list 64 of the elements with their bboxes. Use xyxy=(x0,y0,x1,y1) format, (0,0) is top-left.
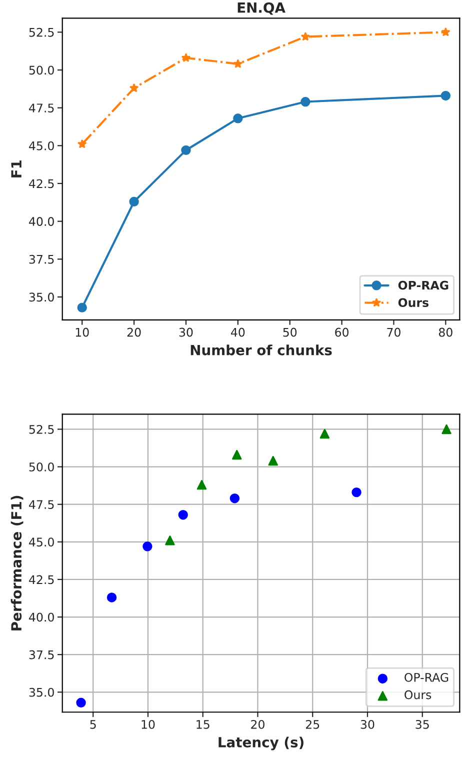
x-axis-title: Number of chunks xyxy=(190,344,332,356)
point xyxy=(142,542,152,552)
y-tick-label: 40.0 xyxy=(29,217,54,226)
point xyxy=(232,450,242,460)
y-tick-label: 47.5 xyxy=(29,104,54,112)
point xyxy=(181,145,191,156)
point xyxy=(441,27,450,36)
x-tick-label: 40 xyxy=(230,328,245,337)
x-tick-label: 80 xyxy=(438,328,452,337)
x-tick-label: 35 xyxy=(416,720,429,729)
point xyxy=(129,196,139,206)
x-tick-label: 30 xyxy=(179,328,193,337)
point xyxy=(300,96,310,107)
point xyxy=(300,32,310,41)
y-tick-label: 40.0 xyxy=(29,612,54,622)
x-tick-label: 60 xyxy=(335,328,349,337)
point xyxy=(181,53,191,62)
x-tick-label: 50 xyxy=(283,328,297,337)
point xyxy=(76,698,86,708)
y-tick-label: 37.5 xyxy=(29,650,54,660)
y-tick-label: 35.0 xyxy=(29,688,54,697)
x-tick-label: 30 xyxy=(360,720,374,729)
x-tick-label: 70 xyxy=(387,328,400,337)
x-tick-label: 5 xyxy=(90,720,96,729)
point xyxy=(442,424,452,434)
y-tick-label: 50.0 xyxy=(29,66,54,75)
x-tick-label: 25 xyxy=(306,720,320,729)
legend-label: Ours xyxy=(398,298,428,308)
x-tick-label: 20 xyxy=(251,720,264,729)
point xyxy=(233,59,243,68)
x-tick-label: 15 xyxy=(196,720,210,729)
chart-title: EN.QA xyxy=(238,2,286,15)
x-tick-label: 10 xyxy=(76,328,89,337)
point xyxy=(196,480,207,490)
point xyxy=(230,493,240,504)
x-tick-label: 20 xyxy=(127,328,141,337)
point xyxy=(178,510,188,520)
point xyxy=(352,487,362,498)
point xyxy=(233,114,243,124)
y-tick-label: 52.5 xyxy=(29,28,54,37)
y-axis-title: Performance (F1) xyxy=(10,496,24,630)
x-tick-label: 10 xyxy=(142,720,155,729)
y-tick-label: 50.0 xyxy=(29,462,54,472)
point xyxy=(77,302,87,312)
y-axis-title: F1 xyxy=(11,160,22,178)
y-tick-label: 42.5 xyxy=(29,575,54,584)
y-tick-label: 37.5 xyxy=(29,254,54,264)
point xyxy=(268,456,278,466)
y-tick-label: 35.0 xyxy=(29,292,54,302)
legend-label: OP-RAG xyxy=(398,280,448,290)
legend-label: OP-RAG xyxy=(404,672,448,682)
legend-label: Ours xyxy=(404,690,432,700)
y-tick-label: 52.5 xyxy=(29,424,54,434)
point xyxy=(440,90,451,101)
point xyxy=(165,536,175,546)
x-axis-title: Latency (s) xyxy=(218,736,304,750)
y-tick-label: 42.5 xyxy=(29,179,54,188)
y-tick-label: 45.0 xyxy=(29,538,54,547)
point xyxy=(129,83,139,92)
point xyxy=(320,428,330,439)
point xyxy=(106,592,117,602)
y-tick-label: 45.0 xyxy=(29,141,54,150)
point xyxy=(77,139,87,148)
y-tick-label: 47.5 xyxy=(29,500,54,509)
